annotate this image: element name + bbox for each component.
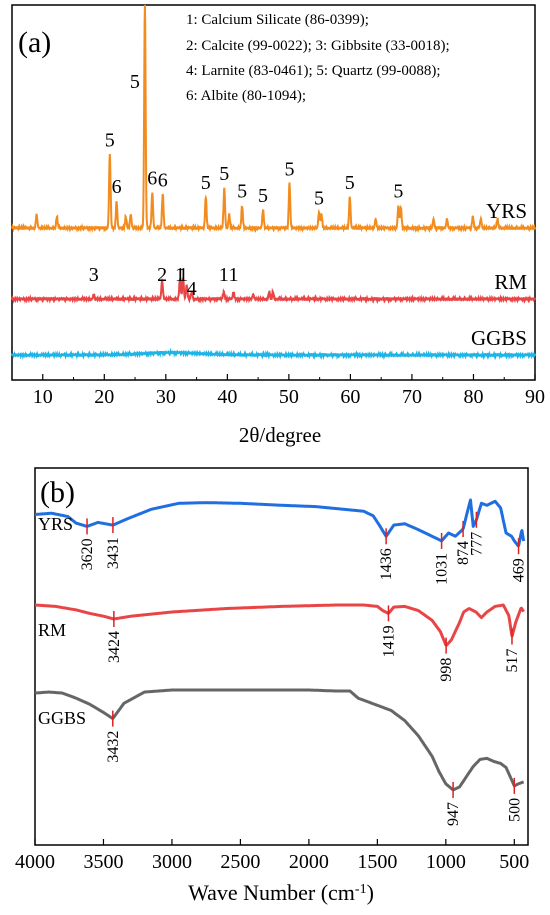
peak-label-yrs-11: 5: [345, 172, 355, 194]
band-label-ggbs-500: 500: [506, 798, 523, 822]
peak-label-rm-2: 1: [175, 264, 185, 286]
panel-a-label: (a): [18, 26, 51, 59]
peak-label-yrs-4: 6: [158, 170, 168, 192]
band-label-rm-998: 998: [438, 658, 455, 682]
panel-a-frame: [11, 4, 536, 381]
panel-b-x-axis-label: Wave Number (cm-1): [188, 880, 374, 905]
band-label-rm-517: 517: [504, 649, 521, 673]
peak-label-yrs-5: 5: [201, 172, 211, 194]
band-label-yrs-469: 469: [511, 558, 528, 582]
band-label-yrs-1436: 1436: [378, 548, 395, 580]
peak-label-yrs-12: 5: [393, 181, 403, 203]
ftir-series-name-yrs: YRS: [38, 514, 73, 534]
legend-line-4: 6: Albite (80-1094);: [186, 88, 306, 104]
x-tick-label-2000: 2000: [289, 851, 329, 873]
peak-label-rm-3: 1: [178, 264, 188, 286]
legend-line-1: 1: Calcium Silicate (86-0399);: [186, 12, 369, 28]
ftir-series-ggbs: GGBS 3432 947 500: [34, 688, 525, 826]
x-tick-label-80: 80: [463, 386, 483, 408]
legend: 1: Calcium Silicate (86-0399); 2: Calcit…: [186, 12, 450, 104]
ftir-series-rm: RM 3424 1419 998 517: [34, 603, 525, 682]
band-label-yrs-3431: 3431: [105, 537, 122, 569]
x-tick-label-500: 500: [499, 851, 529, 873]
series-name-rm: RM: [494, 270, 527, 294]
legend-line-2: 2: Calcite (99-0022); 3: Gibbsite (33-00…: [186, 38, 450, 54]
x-tick-label-60: 60: [340, 386, 360, 408]
peak-label-rm-5: 1: [219, 264, 229, 286]
panel-b-label: (b): [40, 476, 75, 509]
band-label-yrs-3620: 3620: [79, 538, 96, 570]
peak-label-yrs-3: 6: [147, 167, 157, 189]
ftir-series-name-ggbs: GGBS: [38, 708, 86, 728]
panel-a-ticks: 10 20 30 40 50 60 70 80 90: [11, 374, 545, 408]
peak-label-yrs-2: 6: [112, 176, 122, 198]
x-tick-label-70: 70: [402, 386, 422, 408]
band-label-yrs-874: 874: [455, 541, 472, 565]
x-tick-label-40: 40: [217, 386, 237, 408]
x-tick-label-4000: 4000: [15, 851, 55, 873]
peak-label-yrs-8: 5: [258, 185, 268, 207]
peak-label-rm-4: 4: [187, 278, 197, 300]
x-tick-label-1500: 1500: [357, 851, 397, 873]
series-ggbs: GGBS: [11, 326, 536, 361]
ftir-series-name-rm: RM: [38, 620, 66, 640]
series-name-yrs: YRS: [486, 199, 527, 223]
peak-label-rm-0: 3: [89, 264, 99, 286]
x-tick-label-10: 10: [33, 386, 53, 408]
peak-label-yrs-9: 5: [285, 158, 295, 180]
peak-label-yrs-6: 5: [219, 163, 229, 185]
x-tick-label-50: 50: [279, 386, 299, 408]
ftir-line-ggbs: [34, 688, 525, 792]
band-label-yrs-1031: 1031: [434, 553, 451, 585]
ftir-line-rm: [34, 603, 525, 647]
peak-label-yrs-0: 5: [130, 71, 140, 93]
series-name-ggbs: GGBS: [471, 326, 527, 350]
x-tick-label-2500: 2500: [220, 851, 260, 873]
x-tick-label-3500: 3500: [83, 851, 123, 873]
band-label-ggbs-3432: 3432: [105, 731, 122, 763]
x-tick-label-90: 90: [525, 386, 545, 408]
panel-b-ticks: 4000 3500 3000 2500 2000 1500 1000 500: [15, 839, 529, 873]
peak-label-yrs-1: 5: [105, 129, 115, 151]
peak-label-yrs-10: 5: [314, 187, 324, 209]
x-tick-label-3000: 3000: [152, 851, 192, 873]
panel-a: (a) 1: Calcium Silicate (86-0399); 2: Ca…: [11, 4, 545, 447]
x-tick-label-1000: 1000: [426, 851, 466, 873]
peak-label-rm-1: 2: [157, 264, 167, 286]
series-line-ggbs: [11, 347, 536, 361]
band-label-rm-1419: 1419: [381, 625, 398, 657]
legend-line-3: 4: Larnite (83-0461); 5: Quartz (99-0088…: [186, 63, 441, 79]
x-tick-label-30: 30: [156, 386, 176, 408]
band-label-rm-3424: 3424: [106, 631, 123, 663]
peak-label-yrs-7: 5: [237, 181, 247, 203]
x-tick-label-20: 20: [94, 386, 114, 408]
panel-b-frame: [34, 467, 529, 846]
panel-a-x-axis-label: 2θ/degree: [239, 423, 321, 447]
series-line-yrs: [11, 4, 536, 234]
series-line-rm: [11, 275, 536, 305]
band-label-yrs-777: 777: [468, 532, 485, 556]
band-label-ggbs-947: 947: [445, 802, 462, 826]
peak-label-rm-6: 1: [229, 264, 239, 286]
